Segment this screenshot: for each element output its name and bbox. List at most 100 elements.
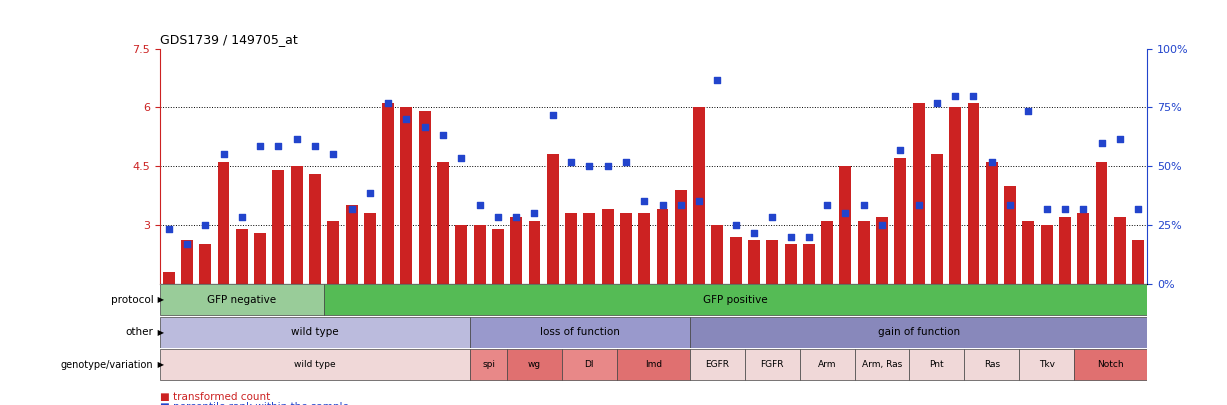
Bar (748, 241, 760, 284)
Point (287, 135, 307, 142)
Point (928, 100, 947, 107)
Bar (418, 111, 431, 284)
Bar (800, 349, 854, 380)
Point (817, 202, 837, 209)
Bar (1096, 162, 1108, 284)
Bar (163, 272, 174, 283)
Text: spi: spi (482, 360, 496, 369)
Point (250, 143, 270, 150)
Bar (160, 349, 470, 380)
Bar (583, 213, 595, 284)
Point (1000, 202, 1020, 209)
Point (690, 198, 709, 205)
Text: other: other (125, 327, 153, 337)
Text: ▶: ▶ (155, 328, 163, 337)
Point (433, 132, 453, 138)
Bar (1040, 225, 1053, 283)
Text: Notch: Notch (1097, 360, 1124, 369)
Text: Arm: Arm (818, 360, 837, 369)
Bar (346, 205, 357, 284)
Bar (547, 154, 558, 284)
Text: wild type: wild type (291, 327, 339, 337)
Point (378, 100, 398, 107)
Bar (730, 237, 741, 284)
Bar (839, 166, 852, 284)
Bar (931, 154, 942, 284)
Point (360, 190, 379, 197)
Point (306, 143, 325, 150)
Bar (693, 107, 706, 284)
Point (854, 202, 874, 209)
Point (708, 77, 728, 83)
Point (579, 163, 599, 169)
Point (269, 143, 288, 150)
Point (872, 222, 892, 228)
Point (470, 202, 490, 209)
Bar (437, 162, 449, 284)
Point (561, 159, 580, 165)
Text: wg: wg (528, 360, 541, 369)
Bar (182, 241, 193, 284)
Bar (1004, 185, 1016, 284)
Point (762, 214, 782, 220)
Bar (455, 225, 467, 283)
Bar (236, 229, 248, 284)
Point (1074, 206, 1093, 212)
Bar (199, 244, 211, 284)
Point (488, 214, 508, 220)
Point (726, 222, 746, 228)
Point (232, 214, 252, 220)
Text: EGFR: EGFR (706, 360, 729, 369)
Point (1110, 135, 1130, 142)
Bar (909, 349, 964, 380)
Point (780, 233, 800, 240)
Point (525, 210, 545, 216)
Text: Ras: Ras (984, 360, 1000, 369)
Text: protocol: protocol (110, 295, 153, 305)
Text: Imd: Imd (645, 360, 661, 369)
Text: GFP negative: GFP negative (207, 295, 276, 305)
Text: ■ transformed count: ■ transformed count (160, 392, 270, 402)
Bar (510, 217, 523, 284)
Text: FGFR: FGFR (761, 360, 784, 369)
Point (158, 226, 178, 232)
Bar (364, 213, 375, 284)
Bar (745, 349, 800, 380)
Point (909, 202, 929, 209)
Text: wild type: wild type (294, 360, 336, 369)
Point (891, 147, 910, 153)
Bar (217, 162, 229, 284)
Point (507, 214, 526, 220)
Bar (529, 221, 540, 284)
Point (945, 92, 964, 99)
Bar (160, 284, 324, 315)
Point (598, 163, 617, 169)
Bar (1020, 349, 1074, 380)
Bar (985, 162, 998, 284)
Point (616, 159, 636, 165)
Bar (894, 158, 907, 284)
Text: gain of function: gain of function (877, 327, 960, 337)
Point (836, 210, 855, 216)
Point (396, 116, 416, 122)
Text: Arm, Ras: Arm, Ras (861, 360, 902, 369)
Bar (309, 174, 321, 284)
Bar (160, 317, 470, 347)
Point (342, 206, 362, 212)
Point (452, 155, 471, 162)
Bar (328, 221, 339, 284)
Point (177, 241, 196, 247)
Point (671, 202, 691, 209)
Bar (1133, 241, 1144, 284)
Text: genotype/variation: genotype/variation (61, 360, 153, 369)
Text: GFP positive: GFP positive (703, 295, 768, 305)
Bar (690, 317, 1147, 347)
Bar (470, 317, 690, 347)
Bar (767, 241, 778, 284)
Bar (964, 349, 1020, 380)
Point (982, 159, 1001, 165)
Bar (492, 229, 504, 284)
Bar (802, 244, 815, 284)
Point (324, 151, 344, 158)
Bar (1022, 221, 1034, 284)
